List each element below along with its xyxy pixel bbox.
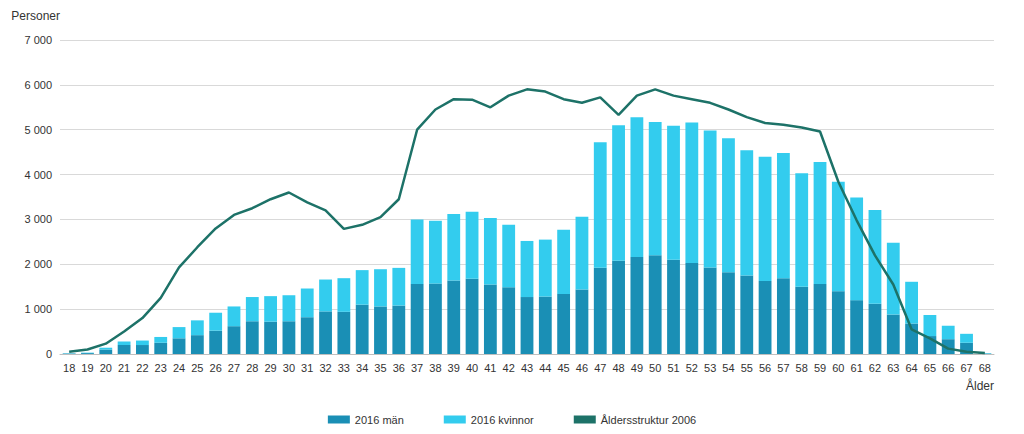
svg-text:45: 45 (558, 362, 570, 374)
svg-text:30: 30 (283, 362, 295, 374)
svg-text:42: 42 (503, 362, 515, 374)
svg-text:5 000: 5 000 (24, 124, 52, 136)
svg-text:26: 26 (210, 362, 222, 374)
svg-text:53: 53 (704, 362, 716, 374)
svg-text:31: 31 (301, 362, 313, 374)
svg-text:6 000: 6 000 (24, 79, 52, 91)
svg-text:51: 51 (667, 362, 679, 374)
svg-text:0: 0 (46, 348, 52, 360)
svg-text:52: 52 (686, 362, 698, 374)
svg-text:29: 29 (264, 362, 276, 374)
svg-text:23: 23 (155, 362, 167, 374)
svg-text:62: 62 (869, 362, 881, 374)
svg-text:66: 66 (942, 362, 954, 374)
svg-text:61: 61 (851, 362, 863, 374)
svg-text:28: 28 (246, 362, 258, 374)
svg-text:Ålder: Ålder (966, 378, 994, 393)
svg-text:22: 22 (136, 362, 148, 374)
svg-text:39: 39 (448, 362, 460, 374)
svg-text:43: 43 (521, 362, 533, 374)
svg-text:19: 19 (81, 362, 93, 374)
svg-text:27: 27 (228, 362, 240, 374)
svg-text:4 000: 4 000 (24, 169, 52, 181)
svg-text:41: 41 (484, 362, 496, 374)
svg-text:7 000: 7 000 (24, 34, 52, 46)
svg-text:58: 58 (796, 362, 808, 374)
svg-text:34: 34 (356, 362, 368, 374)
svg-text:32: 32 (319, 362, 331, 374)
svg-text:37: 37 (411, 362, 423, 374)
svg-text:Personer: Personer (11, 9, 60, 23)
svg-text:33: 33 (338, 362, 350, 374)
svg-text:40: 40 (466, 362, 478, 374)
svg-text:35: 35 (374, 362, 386, 374)
svg-text:20: 20 (100, 362, 112, 374)
svg-text:54: 54 (722, 362, 734, 374)
svg-text:18: 18 (63, 362, 75, 374)
svg-text:2 000: 2 000 (24, 258, 52, 270)
svg-text:48: 48 (612, 362, 624, 374)
svg-text:36: 36 (393, 362, 405, 374)
svg-text:46: 46 (576, 362, 588, 374)
svg-text:1 000: 1 000 (24, 303, 52, 315)
svg-text:47: 47 (594, 362, 606, 374)
svg-text:50: 50 (649, 362, 661, 374)
svg-text:3 000: 3 000 (24, 213, 52, 225)
svg-text:21: 21 (118, 362, 130, 374)
svg-text:57: 57 (777, 362, 789, 374)
svg-text:38: 38 (429, 362, 441, 374)
svg-text:44: 44 (539, 362, 551, 374)
svg-text:24: 24 (173, 362, 185, 374)
svg-text:64: 64 (905, 362, 917, 374)
svg-text:56: 56 (759, 362, 771, 374)
svg-text:67: 67 (960, 362, 972, 374)
svg-text:68: 68 (979, 362, 991, 374)
svg-text:2016 män: 2016 män (355, 414, 404, 426)
svg-text:55: 55 (741, 362, 753, 374)
svg-text:2016 kvinnor: 2016 kvinnor (471, 414, 534, 426)
svg-text:Åldersstruktur 2006: Åldersstruktur 2006 (601, 414, 696, 426)
svg-text:59: 59 (814, 362, 826, 374)
svg-text:25: 25 (191, 362, 203, 374)
svg-text:49: 49 (631, 362, 643, 374)
svg-text:63: 63 (887, 362, 899, 374)
svg-text:65: 65 (924, 362, 936, 374)
svg-text:60: 60 (832, 362, 844, 374)
